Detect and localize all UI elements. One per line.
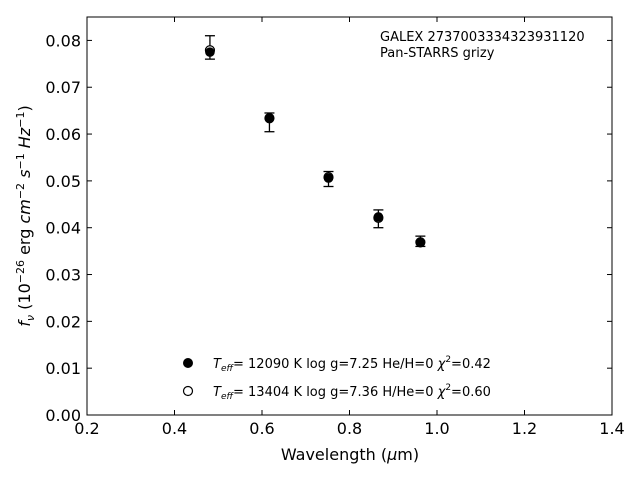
data-markers: [204, 45, 426, 248]
legend-entry-2: Teff= 13404 K log g=7.36 H/He=0 χ2=0.60: [213, 383, 491, 402]
x-tick-label: 0.4: [162, 419, 187, 438]
y-tick-label: 0.05: [45, 172, 81, 191]
legend-marker-open: [182, 385, 194, 397]
y-axis-ticks: 0.00 0.01 0.02 0.03 0.04 0.05 0.06 0.07 0.08: [45, 31, 612, 425]
legend-entry-1: Teff= 12090 K log g=7.25 He/H=0 χ2=0.42: [213, 355, 491, 374]
annotation-survey: Pan-STARRS grizy: [380, 46, 495, 61]
model-point-filled: [373, 212, 384, 222]
model-point-filled: [323, 173, 334, 183]
y-tick-label: 0.00: [45, 406, 81, 425]
error-bars: [204, 35, 426, 248]
legend-marker-filled: [183, 358, 193, 368]
x-tick-label: 1.4: [599, 419, 624, 438]
model-point-filled: [415, 237, 426, 248]
annotation-object-name: GALEX 2737003334323931120: [380, 30, 585, 45]
y-tick-label: 0.08: [45, 31, 81, 50]
y-tick-label: 0.02: [45, 312, 81, 331]
x-tick-label: 0.2: [74, 419, 99, 438]
model-point-filled: [264, 113, 275, 124]
y-tick-label: 0.03: [45, 266, 81, 285]
y-tick-label: 0.04: [45, 219, 81, 238]
x-tick-label: 1.2: [512, 419, 537, 438]
x-tick-label: 0.6: [249, 419, 274, 438]
x-tick-label: 0.8: [337, 419, 362, 438]
x-axis-label: Wavelength (μm): [281, 445, 419, 464]
x-axis-ticks: 0.2 0.4 0.6 0.8 1.0 1.2 1.4: [74, 17, 625, 438]
plot-frame: [86, 16, 613, 416]
x-tick-label: 1.0: [424, 419, 449, 438]
y-tick-label: 0.07: [45, 78, 81, 97]
y-tick-label: 0.01: [45, 359, 81, 378]
legend: Teff= 12090 K log g=7.25 He/H=0 χ2=0.42 …: [182, 355, 491, 402]
y-tick-label: 0.06: [45, 125, 81, 144]
plot-area: [86, 16, 613, 416]
model-point-filled: [205, 47, 215, 57]
y-axis-label: fν (10−26 erg cm−2 s−1 Hz−1): [14, 105, 37, 326]
